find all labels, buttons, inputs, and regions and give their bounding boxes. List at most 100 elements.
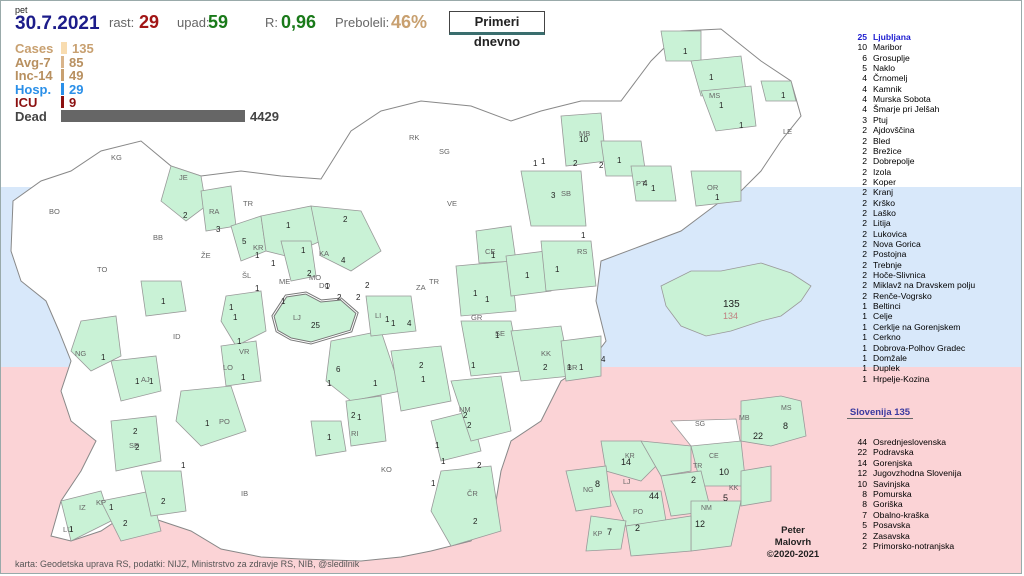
- primeri-dnevno-button[interactable]: Primeri dnevno: [449, 11, 545, 49]
- list-item: 4 Črnomelj: [847, 73, 907, 83]
- region-case-count: 44: [649, 491, 660, 501]
- list-item-count: 25: [857, 32, 867, 42]
- region-patch: [140, 470, 187, 517]
- list-item-name: Jugovzhodna Slovenija: [873, 468, 962, 479]
- list-item-name: Cerklje na Gorenjskem: [873, 321, 961, 332]
- region-patch: [690, 170, 742, 207]
- municipality-case-count: 1: [286, 221, 291, 230]
- municipality-code-label: VR: [239, 347, 250, 356]
- region-case-count: 22: [753, 431, 764, 441]
- list-item-name: Obalno-kraška: [873, 509, 929, 520]
- list-item-count: 1: [862, 363, 867, 374]
- municipality-case-count: 2: [365, 281, 370, 290]
- region-patch: [390, 345, 452, 412]
- municipality-case-count: 1: [391, 319, 396, 328]
- list-item-count: 4: [862, 94, 867, 105]
- municipality-case-count: 1: [229, 303, 234, 312]
- stat-value: 85: [69, 55, 84, 70]
- list-item-count: 2: [862, 176, 867, 187]
- inset-total-count: 135: [723, 299, 740, 310]
- region-code-label: NM: [701, 505, 712, 512]
- municipality-code-label: ČR: [467, 489, 478, 498]
- list-item-name: Trebnje: [873, 259, 902, 270]
- municipality-case-count: 2: [161, 497, 166, 506]
- region-code-label: TR: [693, 463, 703, 470]
- list-item-count: 4: [862, 73, 867, 84]
- slovenia-total-title: Slovenija 135: [847, 407, 913, 419]
- list-item: 2 Izola: [847, 167, 891, 177]
- municipality-code-label: NG: [75, 349, 87, 358]
- list-item-count: 10: [857, 42, 867, 53]
- municipality-code-label: ZA: [416, 283, 426, 292]
- stat-value: 9: [69, 95, 77, 110]
- region-patch: [660, 30, 702, 62]
- list-item-name: Šmarje pri Jelšah: [873, 104, 940, 115]
- municipality-case-count: 1: [719, 101, 724, 110]
- list-item-count: 2: [862, 259, 867, 270]
- municipality-case-count: 1: [709, 73, 714, 82]
- list-item-name: Celje: [873, 311, 893, 322]
- list-item: 4 Murska Sobota: [847, 94, 931, 104]
- municipality-case-count: 1: [255, 284, 260, 293]
- list-item-count: 2: [862, 197, 867, 208]
- region-patch: [450, 375, 512, 442]
- municipality-code-label: VE: [447, 199, 458, 208]
- list-item-name: Duplek: [873, 363, 900, 374]
- list-item-name: Ajdovščina: [873, 125, 915, 136]
- municipality-case-count: 2: [573, 159, 578, 168]
- list-item-name: Goriška: [873, 499, 903, 510]
- list-item-count: 5: [862, 520, 867, 531]
- region-code-label: CE: [709, 453, 719, 460]
- list-item-count: 6: [862, 52, 867, 63]
- municipality-case-count: 2: [467, 421, 472, 430]
- municipality-code-label: MB: [579, 129, 591, 138]
- municipality-case-count: 1: [441, 457, 446, 466]
- list-item-count: 2: [862, 541, 867, 551]
- list-item: 1 Dobrova-Polhov Gradec: [847, 343, 965, 353]
- list-item: 1 Celje: [847, 311, 893, 322]
- municipality-case-count: 4: [341, 256, 346, 265]
- list-item: 2 Bled: [847, 136, 890, 146]
- list-item-name: Bled: [873, 135, 891, 146]
- municipality-case-count: 1: [715, 193, 720, 202]
- list-item: 14 Gorenjska: [847, 458, 912, 468]
- municipality-code-label: RK: [409, 133, 420, 142]
- region-code-label: KP: [593, 531, 603, 538]
- list-item-count: 2: [862, 187, 867, 198]
- list-item-count: 2: [862, 239, 867, 249]
- municipalities-with-cases: [60, 30, 797, 547]
- list-item-name: Brežice: [873, 145, 902, 156]
- list-item-count: 12: [857, 468, 867, 479]
- municipality-case-count: 2: [463, 411, 468, 420]
- stat-label-inc14: Inc-14: [15, 68, 53, 83]
- region-area: [585, 515, 627, 552]
- list-item: 1 Duplek: [847, 363, 900, 373]
- list-item-count: 2: [862, 207, 867, 218]
- municipality-case-count: 1: [281, 297, 286, 306]
- region-area: [740, 395, 807, 447]
- municipality-code-label: PO: [219, 417, 230, 426]
- stat-value: 49: [69, 68, 84, 83]
- list-item-count: 2: [862, 125, 867, 136]
- region-area: [640, 440, 692, 477]
- municipality-case-count: 1: [471, 361, 476, 370]
- list-item: 3 Ptuj: [847, 115, 888, 125]
- stat-bar: [61, 110, 245, 122]
- stat-bar: [61, 96, 64, 108]
- list-item-count: 2: [862, 145, 867, 156]
- region-patch: [540, 240, 597, 292]
- municipality-case-count: 1: [435, 441, 440, 450]
- stat-value: 135: [72, 41, 94, 56]
- list-item: 4 Kamnik: [847, 84, 901, 94]
- municipality-code-label: JE: [179, 173, 188, 182]
- list-item: 8 Goriška: [847, 499, 903, 510]
- municipality-case-count: 2: [351, 411, 356, 420]
- list-item-name: Osrednjeslovenska: [873, 437, 947, 447]
- list-item-name: Nova Gorica: [873, 239, 921, 249]
- municipality-case-count: 1: [69, 525, 74, 534]
- region-case-count: 5: [723, 493, 729, 503]
- municipality-code-label: BB: [153, 233, 164, 242]
- r-value: 0,96: [281, 12, 317, 32]
- municipality-code-label: MS: [709, 91, 721, 100]
